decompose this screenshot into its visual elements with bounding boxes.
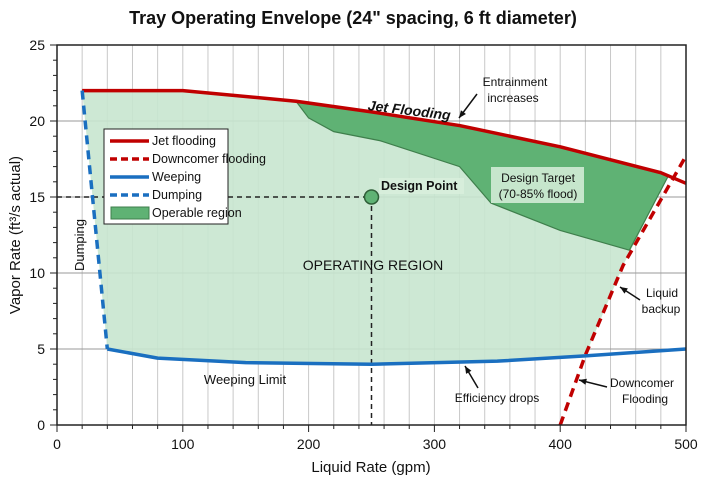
y-tick-label: 25 (29, 37, 45, 53)
entrainment-label: increases (487, 91, 538, 105)
liquid-backup-arrow-head (620, 287, 628, 294)
downcomer-flooding-label: Flooding (622, 392, 668, 406)
series-downcomer-flooding (558, 155, 688, 426)
design-point-label-bg (379, 178, 464, 194)
design-point-label: Design Point (381, 179, 458, 193)
legend-label: Downcomer flooding (152, 152, 266, 166)
efficiency-drops-label: Efficiency drops (455, 391, 540, 405)
legend-label: Dumping (152, 188, 202, 202)
legend-label: Weeping (152, 170, 201, 184)
design-target-label: Design Target (501, 171, 575, 185)
y-tick-label: 5 (37, 341, 45, 357)
legend-label: Jet flooding (152, 134, 216, 148)
x-tick-label: 400 (549, 436, 573, 452)
legend-swatch (110, 206, 150, 220)
liquid-backup-label: Liquid (646, 286, 678, 300)
design-target-label-bg (491, 167, 584, 203)
x-tick-label: 200 (297, 436, 321, 452)
axes: 0 5 10 15 20 25 0 100 200 300 400 500 (29, 37, 697, 452)
downcomer-flooding-label: Downcomer (610, 376, 674, 390)
series-weeping (107, 347, 687, 366)
entrainment-label: Entrainment (483, 75, 548, 89)
x-tick-label: 300 (423, 436, 447, 452)
legend-label: Operable region (152, 206, 242, 220)
design-target-label: (70-85% flood) (499, 187, 578, 201)
weeping-limit-label: Weeping Limit (204, 372, 287, 387)
x-tick-label: 500 (674, 436, 698, 452)
series-dumping (80, 90, 110, 350)
operating-region-label: OPERATING REGION (303, 257, 444, 273)
x-axis-label: Liquid Rate (gpm) (311, 459, 430, 476)
chart-title: Tray Operating Envelope (24" spacing, 6 … (129, 8, 577, 28)
downcomer-arrow-head (579, 378, 587, 385)
plot-frame (56, 44, 687, 426)
liquid-backup-label: backup (642, 302, 681, 316)
y-tick-label: 20 (29, 113, 45, 129)
y-axis-label: Vapor Rate (ft³/s actual) (7, 156, 24, 314)
series-lines (80, 88, 688, 426)
efficiency-arrow-head (465, 366, 472, 374)
series-jet-flooding (82, 88, 687, 185)
y-tick-label: 15 (29, 189, 45, 205)
entrainment-arrow-head (459, 110, 466, 118)
y-tick-label: 0 (37, 417, 45, 433)
legend: Jet flooding Downcomer flooding Weeping Dum… (103, 128, 266, 225)
y-tick-label: 10 (29, 265, 45, 281)
design-point-marker (363, 189, 380, 205)
x-tick-label: 0 (53, 436, 61, 452)
x-tick-label: 100 (171, 436, 195, 452)
dumping-label: Dumping (72, 219, 87, 271)
